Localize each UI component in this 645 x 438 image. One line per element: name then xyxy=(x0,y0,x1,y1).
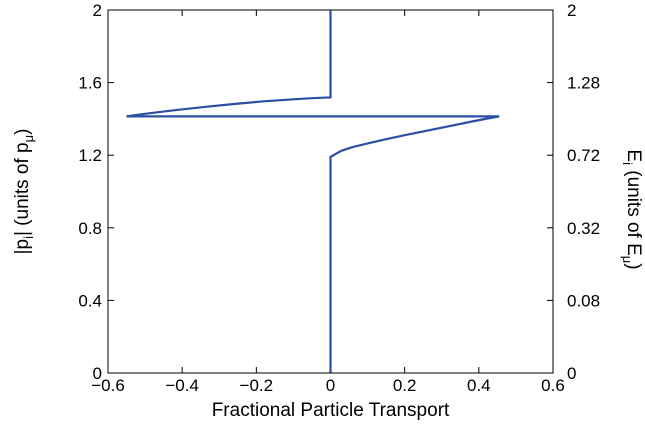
y-left-rest: | (units of p xyxy=(12,142,33,236)
y-tick-label-left: 1.6 xyxy=(78,74,102,93)
x-tick-label: −0.4 xyxy=(165,376,199,395)
y-right-main: E xyxy=(623,149,644,162)
series-layer xyxy=(126,10,500,373)
y-left-sub: i xyxy=(21,236,36,239)
x-tick-label: −0.2 xyxy=(240,376,274,395)
y-right-end: ) xyxy=(623,263,644,269)
x-axis-label: Fractional Particle Transport xyxy=(212,400,450,421)
y-tick-label-right: 1.28 xyxy=(567,74,600,93)
y-tick-label-left: 0.8 xyxy=(78,219,102,238)
y-tick-label-left: 2 xyxy=(93,1,102,20)
y-axis-label-right: Ei (units of Eμ) xyxy=(620,149,644,269)
x-tick-label: 0.2 xyxy=(393,376,417,395)
y-tick-label-left: 1.2 xyxy=(78,146,102,165)
y-tick-label-right: 0.32 xyxy=(567,219,600,238)
series-line xyxy=(126,10,500,373)
x-tick-label: 0 xyxy=(326,376,335,395)
y-right-sub2: μ xyxy=(620,256,635,264)
y-tick-label-right: 0 xyxy=(567,364,576,383)
y-left-end: ) xyxy=(12,129,33,135)
tick-labels-layer: −0.6 −0.4 −0.2 0 0.2 0.4 0.600.40.81.21.6200.0… xyxy=(78,1,600,395)
x-tick-label: −0.6 xyxy=(91,376,125,395)
y-right-sub: i xyxy=(620,162,635,165)
y-axis-label-left: |pi| (units of pμ) xyxy=(12,129,36,255)
y-tick-label-left: 0 xyxy=(93,364,102,383)
y-tick-label-right: 0.72 xyxy=(567,146,600,165)
y-tick-label-right: 0.08 xyxy=(567,291,600,310)
y-right-rest: (units of E xyxy=(623,165,644,256)
y-tick-label-right: 2 xyxy=(567,1,576,20)
y-left-sub2: μ xyxy=(21,135,36,143)
x-tick-label: 0.4 xyxy=(467,376,491,395)
y-left-main: |p xyxy=(12,239,33,255)
plot-frame xyxy=(107,9,554,374)
y-tick-label-left: 0.4 xyxy=(78,291,102,310)
x-tick-label: 0.6 xyxy=(541,376,565,395)
